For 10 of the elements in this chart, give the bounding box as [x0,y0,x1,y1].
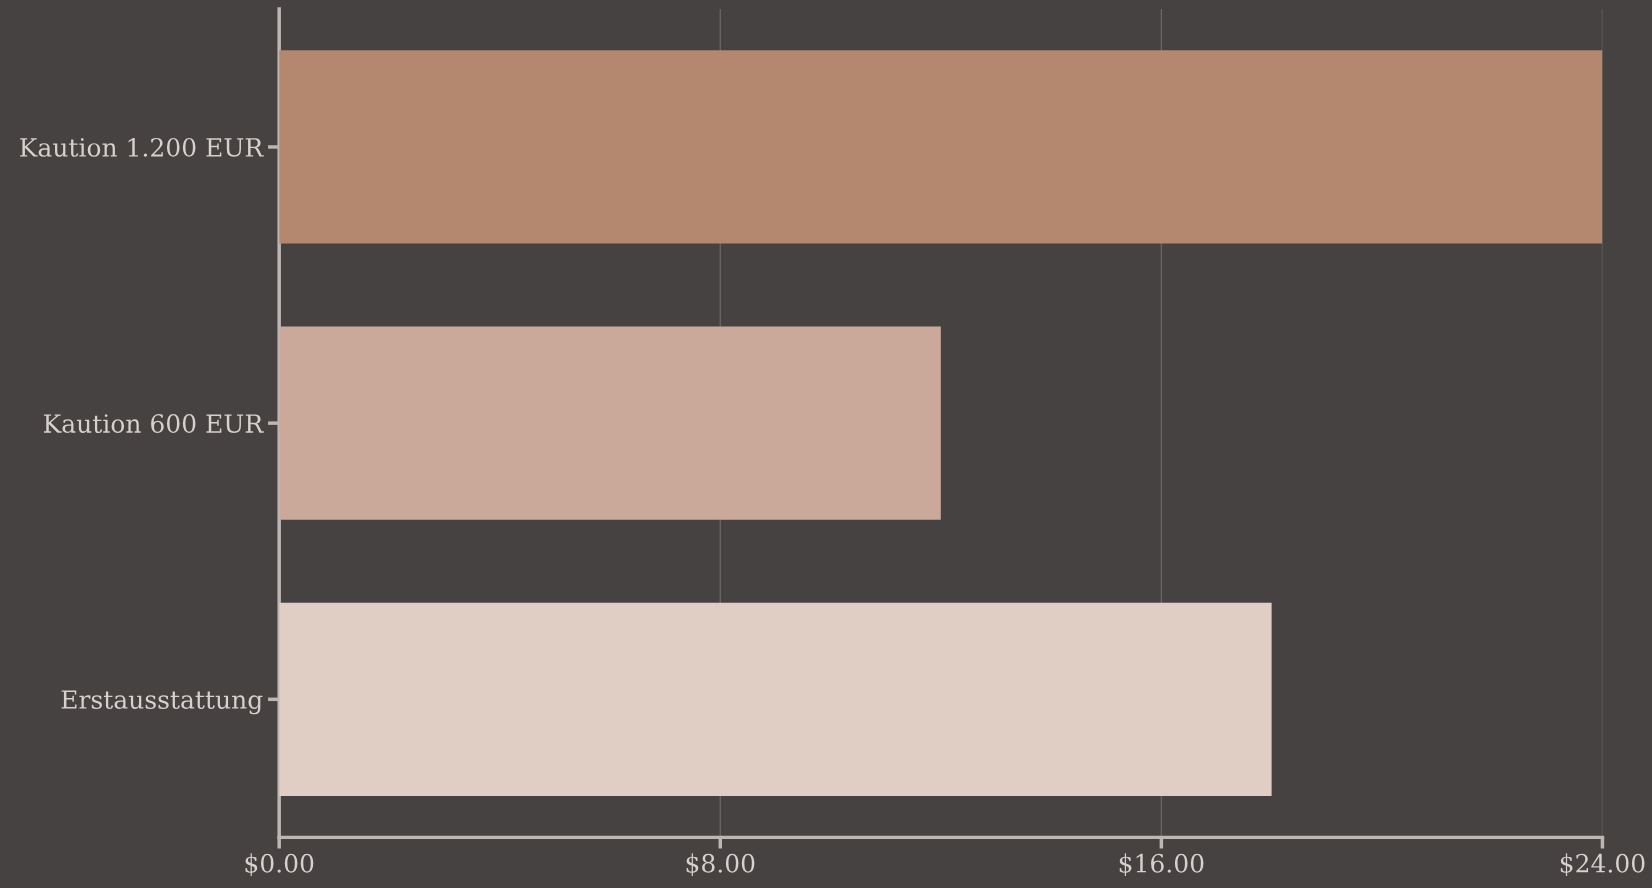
bar [279,50,1603,244]
x-tick-label: $16.00 [1119,853,1204,877]
x-tick-label: $8.00 [686,853,755,877]
bar [279,326,941,520]
x-tick-label: $24.00 [1560,853,1645,877]
y-tick-label: Kaution 600 EUR [43,414,264,433]
x-tick-label: $0.00 [245,853,314,877]
y-tick-label: Erstausstattung [61,690,263,715]
y-tick-label: Kaution 1.200 EUR [20,137,264,157]
bar [279,602,1272,796]
